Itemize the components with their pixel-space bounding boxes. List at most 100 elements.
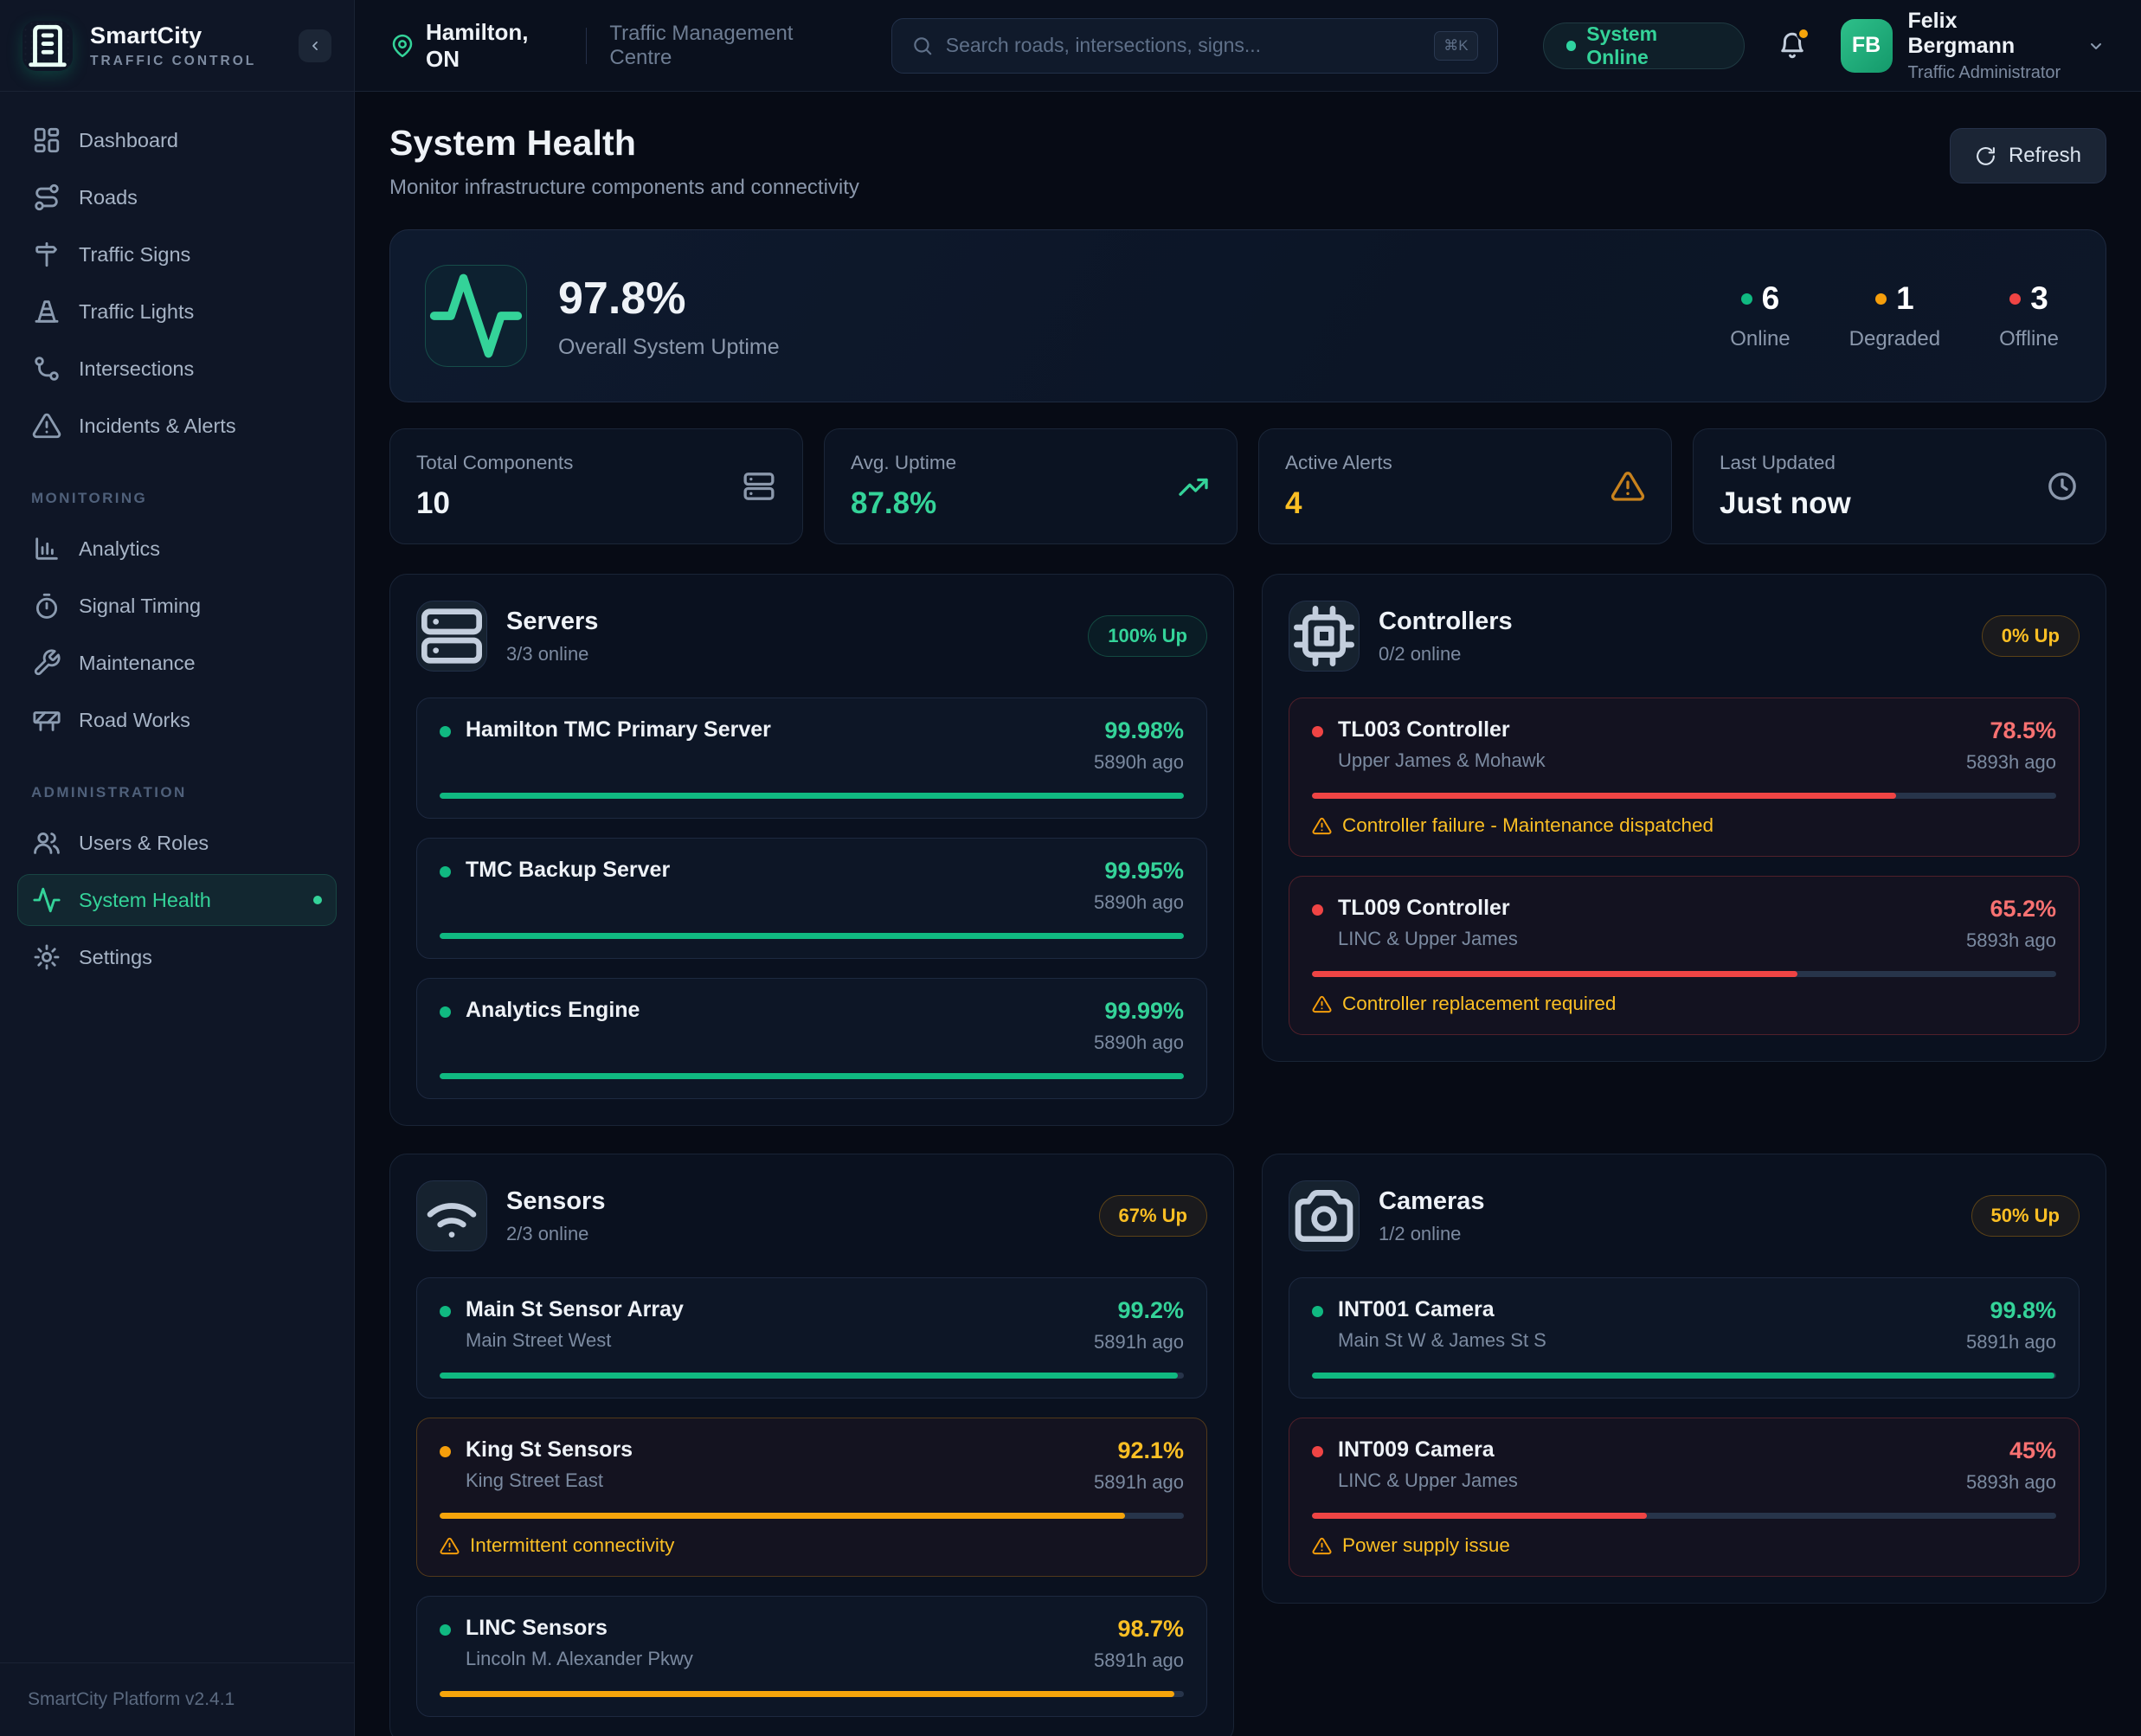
component-warning: Controller failure - Maintenance dispatc…: [1312, 814, 2056, 837]
uptime-bar: [440, 1073, 1184, 1079]
sidebar-item-label: Roads: [79, 185, 138, 209]
component-name: Hamilton TMC Primary Server: [466, 717, 771, 742]
component-identity: INT001 Camera Main St W & James St S: [1338, 1297, 1546, 1353]
uptime-bar-fill: [1312, 1373, 2055, 1379]
component-row-king-st-sensors: King St Sensors King Street East 92.1% 5891…: [416, 1418, 1207, 1577]
group-card-controllers: Controllers 0/2 online 0% Up TL003 Controll…: [1262, 574, 2106, 1062]
stat-card-active-alerts: Active Alerts 4: [1258, 428, 1672, 544]
user-role: Traffic Administrator: [1907, 62, 2061, 82]
component-last-seen: 5890h ago: [1094, 1032, 1184, 1053]
sidebar-item-traffic-signs[interactable]: Traffic Signs: [17, 228, 337, 280]
traffic-cone-icon: [32, 297, 61, 326]
alert-triangle-icon: [1312, 816, 1332, 836]
sidebar-item-label: Maintenance: [79, 651, 196, 674]
header-divider: [586, 27, 588, 64]
activity-icon: [32, 885, 61, 915]
notification-badge: [1796, 26, 1810, 41]
system-status-pill: System Online: [1542, 22, 1745, 69]
overall-uptime-value: 97.8%: [558, 273, 686, 324]
status-dot-red: [1312, 726, 1323, 737]
status-legend: 6 Online 1 Degraded 3 Offline: [1730, 280, 2071, 351]
overall-uptime-label: Overall System Uptime: [558, 334, 780, 359]
component-identity: Hamilton TMC Primary Server: [466, 717, 771, 774]
uptime-bar: [440, 793, 1184, 799]
stat-label: Total Components: [416, 452, 574, 473]
app-logo: SmartCity TRAFFIC CONTROL: [0, 0, 354, 92]
user-menu[interactable]: FB Felix Bergmann Traffic Administrator: [1840, 9, 2107, 83]
component-row-int001-camera: INT001 Camera Main St W & James St S 99.8%…: [1289, 1277, 2080, 1398]
component-name: Main St Sensor Array: [466, 1297, 684, 1321]
trending-up-icon: [1176, 469, 1211, 504]
component-location: King Street East: [466, 1469, 603, 1491]
sidebar-item-analytics[interactable]: Analytics: [17, 523, 337, 575]
component-location: Main St W & James St S: [1338, 1329, 1546, 1351]
sidebar-item-intersections[interactable]: Intersections: [17, 343, 337, 395]
uptime-banner: 97.8% Overall System Uptime 6 Online 1 Degr…: [389, 229, 2106, 402]
sidebar-item-incidents-alerts[interactable]: Incidents & Alerts: [17, 400, 337, 452]
uptime-bar: [440, 1513, 1184, 1519]
stat-card-total-components: Total Components 10: [389, 428, 803, 544]
group-online-count: 1/2 online: [1379, 1222, 1462, 1244]
component-metrics: 99.95% 5890h ago: [1094, 858, 1184, 914]
group-rows: Main St Sensor Array Main Street West 99.2…: [416, 1277, 1207, 1717]
uptime-bar: [1312, 1513, 2056, 1519]
wrench-icon: [32, 648, 61, 678]
nav-section-label-administration: ADMINISTRATION: [31, 784, 187, 800]
page-header-text: System Health Monitor infrastructure com…: [389, 123, 859, 200]
sidebar-item-label: Traffic Signs: [79, 242, 191, 266]
group-card-cameras: Cameras 1/2 online 50% Up INT001 Camera Main…: [1262, 1154, 2106, 1604]
search-icon: [911, 35, 934, 57]
sidebar-collapse-button[interactable]: [299, 29, 331, 62]
app-tagline: TRAFFIC CONTROL: [90, 53, 257, 68]
sidebar-item-road-works[interactable]: Road Works: [17, 694, 337, 746]
search-box[interactable]: ⌘K: [890, 17, 1498, 74]
activity-icon: [425, 265, 527, 367]
notifications-button[interactable]: [1774, 26, 1811, 65]
component-last-seen: 5890h ago: [1094, 891, 1184, 913]
component-row-top: King St Sensors King Street East 92.1% 5891…: [440, 1437, 1184, 1494]
sidebar-item-maintenance[interactable]: Maintenance: [17, 637, 337, 689]
group-header: Servers 3/3 online 100% Up: [416, 601, 1207, 672]
group-titles: Controllers 0/2 online: [1379, 608, 1513, 665]
legend-count: 6: [1761, 280, 1780, 316]
component-uptime: 99.99%: [1104, 998, 1184, 1024]
sidebar-item-users-roles[interactable]: Users & Roles: [17, 817, 337, 869]
uptime-bar: [1312, 1373, 2056, 1379]
sidebar-item-label: Traffic Lights: [79, 299, 195, 323]
alert-triangle-icon: [1611, 469, 1645, 504]
sidebar-item-system-health[interactable]: System Health: [17, 874, 337, 926]
sidebar-item-settings[interactable]: Settings: [17, 931, 337, 983]
user-info: Felix Bergmann Traffic Administrator: [1908, 9, 2066, 83]
component-row-top: Analytics Engine 99.99% 5890h ago: [440, 998, 1184, 1054]
group-card-servers: Servers 3/3 online 100% Up Hamilton TMC Pri…: [389, 574, 1234, 1126]
sidebar-footer: SmartCity Platform v2.4.1: [0, 1662, 354, 1736]
uptime-bar-fill: [440, 933, 1184, 939]
component-name: LINC Sensors: [466, 1616, 608, 1640]
uptime-bar: [440, 1373, 1184, 1379]
sidebar-item-signal-timing[interactable]: Signal Timing: [17, 580, 337, 632]
stat-card-avg-uptime: Avg. Uptime 87.8%: [824, 428, 1238, 544]
stat-card-last-updated: Last Updated Just now: [1693, 428, 2106, 544]
component-metrics: 45% 5893h ago: [1966, 1437, 2056, 1494]
chevron-left-icon: [306, 37, 324, 55]
sidebar-item-dashboard[interactable]: Dashboard: [17, 114, 337, 166]
status-dot-amber: [440, 1446, 451, 1457]
refresh-button[interactable]: Refresh: [1949, 128, 2106, 183]
component-last-seen: 5891h ago: [1094, 1471, 1184, 1493]
component-row-main-st-sensor-array: Main St Sensor Array Main Street West 99.2…: [416, 1277, 1207, 1398]
search-input[interactable]: [945, 34, 1423, 57]
component-warning: Power supply issue: [1312, 1534, 2056, 1557]
sidebar-item-label: System Health: [79, 888, 211, 911]
refresh-icon: [1975, 145, 1996, 167]
component-location: LINC & Upper James: [1338, 1469, 1518, 1491]
user-name: Felix Bergmann: [1907, 8, 2016, 58]
search-shortcut-kbd: ⌘K: [1434, 30, 1478, 61]
sidebar-item-traffic-lights[interactable]: Traffic Lights: [17, 286, 337, 338]
signpost-icon: [32, 240, 61, 269]
sidebar-item-label: Intersections: [79, 357, 195, 380]
component-row-tl003-controller: TL003 Controller Upper James & Mohawk 78.5…: [1289, 698, 2080, 857]
sidebar-item-roads[interactable]: Roads: [17, 171, 337, 223]
component-location: Upper James & Mohawk: [1338, 749, 1546, 771]
component-uptime: 92.1%: [1117, 1437, 1184, 1463]
legend-dot-red: [2009, 293, 2022, 305]
